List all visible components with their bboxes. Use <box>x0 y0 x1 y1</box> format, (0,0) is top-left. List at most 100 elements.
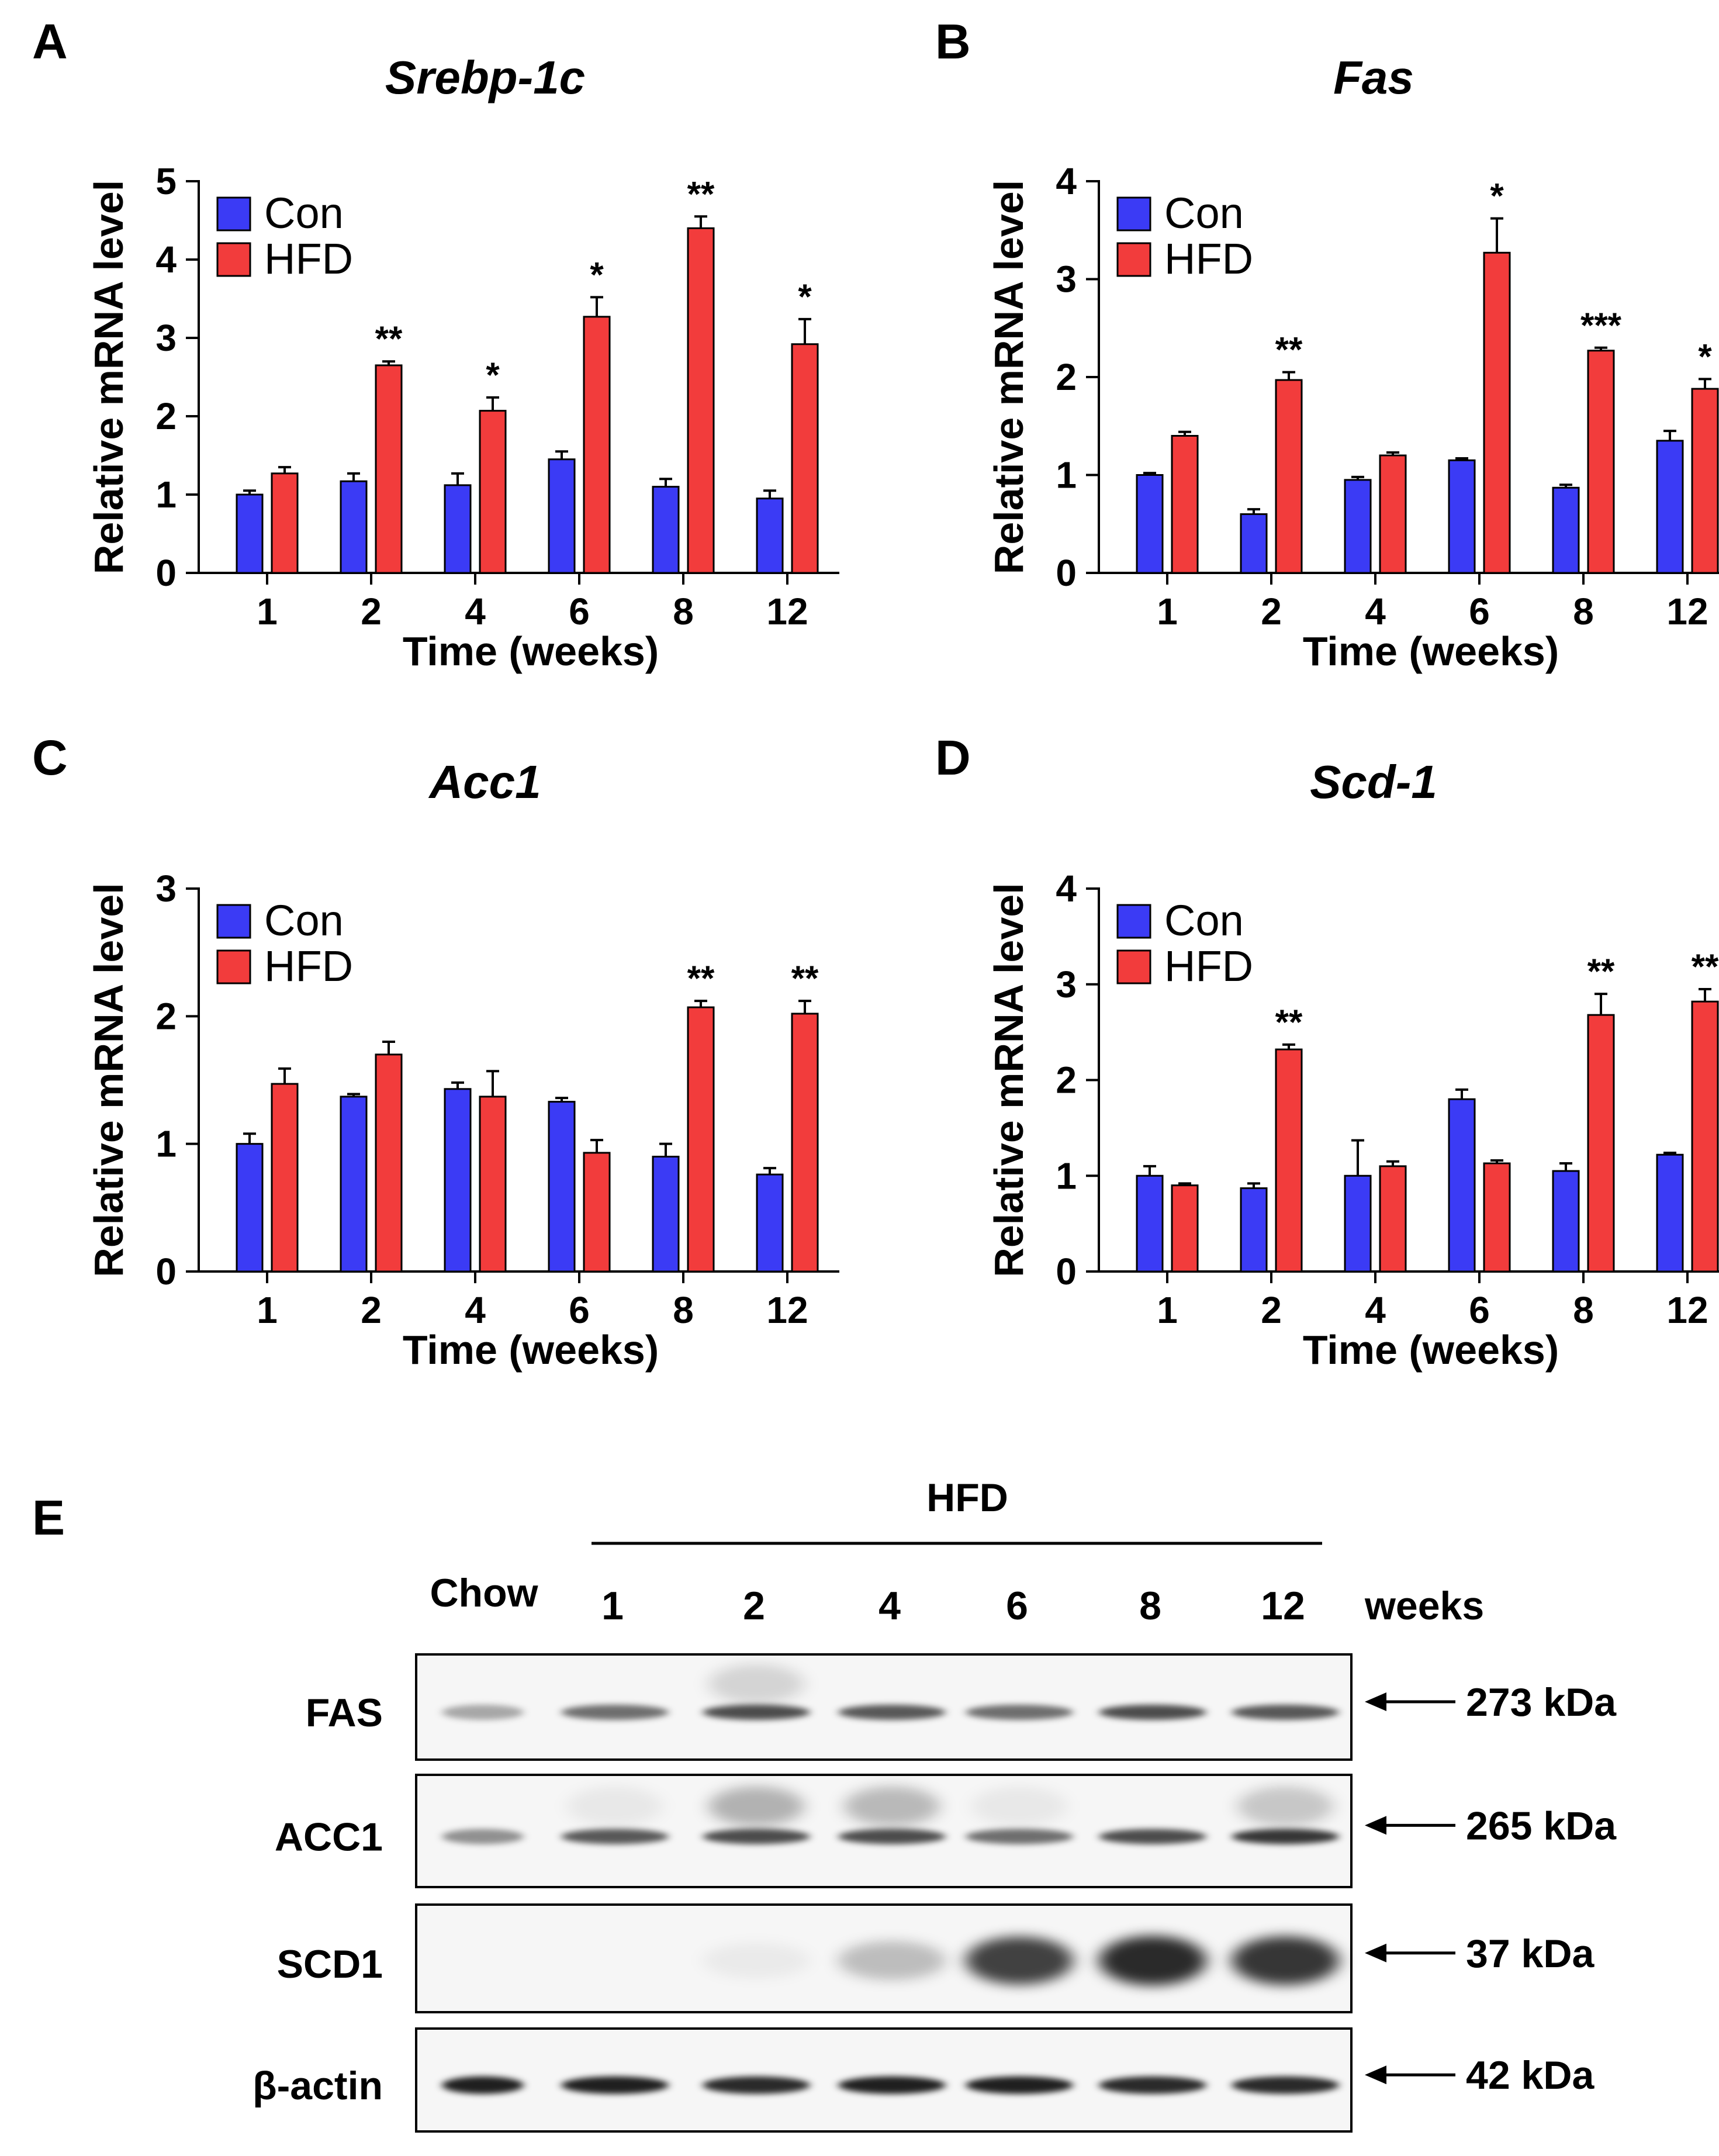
significance-mark: ** <box>791 959 819 998</box>
molecular-weight-label: 273 kDa <box>1466 1680 1617 1725</box>
significance-mark: *** <box>1580 306 1622 345</box>
x-tick-label: 6 <box>569 1289 590 1331</box>
lanes-unit-label: weeks <box>1364 1584 1484 1628</box>
chart-title: Scd-1 <box>1310 756 1437 808</box>
x-tick-label: 6 <box>569 590 590 633</box>
y-tick-label: 3 <box>1056 963 1077 1006</box>
y-axis-label: Relative mRNA level <box>86 180 132 574</box>
bar-con <box>1552 486 1580 574</box>
y-tick-label: 2 <box>155 395 177 437</box>
x-tick-label: 8 <box>1573 590 1594 633</box>
x-tick-label: 12 <box>1666 1289 1708 1331</box>
bar-hfd <box>1691 1000 1719 1273</box>
x-tick-label: 8 <box>1573 1289 1594 1331</box>
bar-hfd <box>791 343 819 574</box>
x-tick-label: 6 <box>1469 1289 1490 1331</box>
panel-letter: B <box>935 14 971 69</box>
y-tick-label: 4 <box>1056 868 1077 910</box>
blot-band <box>1099 1705 1206 1720</box>
blot-band <box>703 1829 810 1844</box>
blot-band <box>966 1705 1073 1720</box>
bar-hfd <box>1587 1014 1615 1273</box>
blot-row-actin: β-actin 42 kDa <box>253 2027 1595 2133</box>
y-tick-label: 0 <box>155 1250 177 1293</box>
x-tick-label: 4 <box>1365 1289 1386 1331</box>
legend-label-hfd: HFD <box>1164 942 1253 990</box>
arrow-head <box>1365 1943 1386 1962</box>
legend-swatch-hfd <box>1116 949 1151 984</box>
bar-con <box>548 1101 576 1273</box>
bar-con <box>236 493 264 574</box>
bar-con <box>1344 479 1372 574</box>
chart-title: Srebp-1c <box>385 51 585 103</box>
y-tick-label: 3 <box>1056 258 1077 300</box>
blot-band <box>838 2076 946 2094</box>
blot-band <box>561 2076 669 2094</box>
bar-hfd <box>1483 1162 1511 1273</box>
x-tick-label: 2 <box>361 1289 382 1331</box>
blot-band <box>838 1705 946 1720</box>
x-tick-label: 4 <box>465 590 486 633</box>
x-axis-label: Time (weeks) <box>403 628 659 674</box>
legend-swatch-hfd <box>216 949 251 984</box>
x-axis-label: Time (weeks) <box>1303 628 1559 674</box>
significance-mark: ** <box>1275 330 1303 369</box>
bar-hfd <box>1379 454 1407 574</box>
bar-hfd <box>583 316 611 574</box>
x-tick-label: 4 <box>465 1289 486 1331</box>
panel-letter: D <box>935 730 971 785</box>
blot-band <box>1099 2076 1206 2094</box>
blot-band <box>442 1829 524 1844</box>
blot-band <box>1232 2076 1339 2094</box>
blot-smear <box>567 1786 663 1826</box>
x-tick-label: 2 <box>1261 1289 1282 1331</box>
y-tick-label: 2 <box>1056 1059 1077 1101</box>
lane-label: 6 <box>1006 1584 1028 1628</box>
significance-mark: * <box>1698 337 1712 376</box>
bar-con <box>1136 474 1164 574</box>
legend-swatch-con <box>216 904 251 939</box>
blot-band <box>703 1942 810 1979</box>
group-label: HFD <box>926 1476 1008 1520</box>
bar-con <box>1136 1174 1164 1273</box>
y-axis-label: Relative mRNA level <box>86 883 132 1277</box>
bar-hfd <box>1171 435 1199 574</box>
blot-band <box>838 1941 946 1981</box>
significance-mark: ** <box>687 959 715 998</box>
blot-band <box>1232 1936 1339 1985</box>
y-tick-label: 0 <box>1056 552 1077 594</box>
legend-swatch-con <box>1116 904 1151 939</box>
bar-hfd <box>375 1053 403 1273</box>
bar-hfd <box>687 1006 715 1273</box>
y-tick-label: 0 <box>1056 1250 1077 1293</box>
bar-hfd <box>1275 379 1303 574</box>
y-tick-label: 4 <box>155 239 177 281</box>
y-tick-label: 1 <box>1056 454 1077 496</box>
chart-title: Acc1 <box>428 756 541 808</box>
bar-hfd <box>375 364 403 574</box>
panel-letter: C <box>32 730 68 785</box>
y-axis-label: Relative mRNA level <box>986 180 1032 574</box>
bar-hfd <box>1171 1184 1199 1273</box>
x-tick-label: 2 <box>361 590 382 633</box>
y-tick-label: 5 <box>155 160 177 202</box>
blot-band <box>561 1705 669 1720</box>
bar-con <box>652 1156 680 1273</box>
bar-con <box>444 1088 472 1273</box>
bar-hfd <box>271 1083 299 1273</box>
blot-row-scd1: SCD1 37 kDa <box>277 1903 1595 2013</box>
y-tick-label: 2 <box>155 995 177 1037</box>
x-tick-label: 12 <box>1666 590 1708 633</box>
protein-label: β-actin <box>253 2064 383 2108</box>
significance-mark: * <box>486 355 500 395</box>
legend-label-con: Con <box>1164 896 1244 945</box>
bar-hfd <box>271 472 299 574</box>
bar-hfd <box>1483 251 1511 574</box>
bar-con <box>1344 1174 1372 1273</box>
bar-con <box>340 480 368 574</box>
molecular-weight-label: 42 kDa <box>1466 2053 1595 2098</box>
bar-con <box>756 1173 784 1273</box>
